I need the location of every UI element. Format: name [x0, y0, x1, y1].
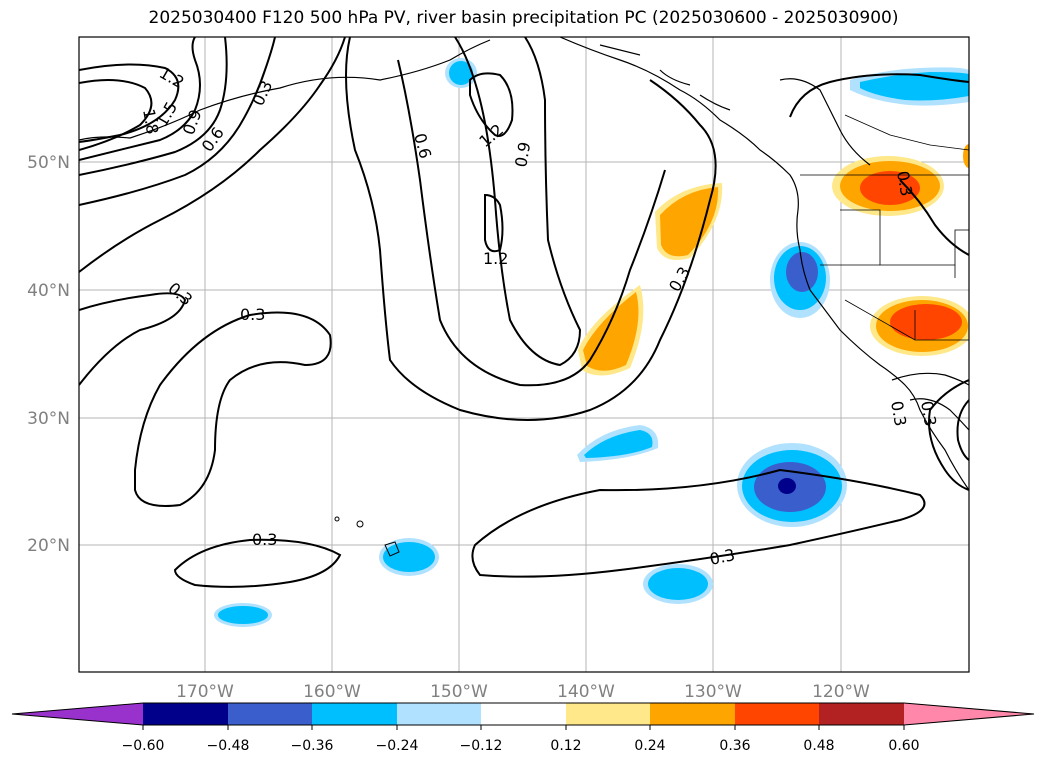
colorbar-segment: [819, 703, 904, 725]
lat-label-30n: 30°N: [27, 409, 70, 429]
colorbar-tick-label: −0.12: [460, 738, 503, 754]
figure-title: 2025030400 F120 500 hPa PV, river basin …: [148, 8, 899, 28]
shade-pnw-orange: [832, 144, 969, 216]
contour-label: 0.3: [917, 399, 940, 427]
coastlines: [79, 37, 969, 491]
lat-label-50n: 50°N: [27, 153, 70, 173]
map-frame: [78, 36, 970, 673]
contour-label: 0.3: [252, 530, 277, 549]
contour-label: 0.3: [708, 545, 737, 569]
colorbar-segment: [397, 703, 481, 725]
contour-label: 1.2: [483, 249, 508, 268]
colorbar-segment: [143, 703, 228, 725]
colorbar-tick-label: −0.60: [122, 738, 165, 754]
colorbar-tick-label: 0.24: [634, 738, 665, 754]
lon-label-140w: 140°W: [557, 682, 615, 702]
shade-offshore-orange-1: [655, 183, 723, 261]
colorbar-segment: [312, 703, 397, 725]
map-plot: 1.2 1.8 1.5 0.9 0.6 0.3 0.6 1.2 0.9 1.2 …: [79, 37, 969, 672]
pv-contours: [79, 37, 969, 588]
colorbar: −0.60 −0.48 −0.36 −0.24 −0.12 0.12 0.24 …: [11, 702, 1035, 754]
shade-southwest-orange: [870, 296, 969, 356]
lon-label-120w: 120°W: [812, 682, 870, 702]
contour-label: 0.3: [240, 305, 265, 324]
colorbar-ticks: [142, 725, 905, 730]
colorbar-tick-label: 0.36: [719, 738, 750, 754]
lon-labels: 170°W 160°W 150°W 140°W 130°W 120°W: [176, 682, 870, 702]
colorbar-tick-label: 0.60: [888, 738, 919, 754]
colorbar-segment: [228, 703, 312, 725]
shade-central-pacific-blue: [577, 425, 659, 462]
colorbar-tick-label: −0.24: [376, 738, 419, 754]
shade-west-blue: [214, 603, 272, 627]
shade-southeast-blue: [643, 564, 713, 604]
lon-label-130w: 130°W: [684, 682, 742, 702]
shade-subtropical-blue: [737, 443, 847, 527]
colorbar-tick-label: −0.48: [207, 738, 250, 754]
colorbar-tick-label: 0.12: [550, 738, 581, 754]
colorbar-tick-label: 0.48: [803, 738, 834, 754]
lon-label-160w: 160°W: [303, 682, 361, 702]
colorbar-arrow-high: [904, 703, 1034, 725]
precip-shading: [214, 58, 969, 627]
lat-labels: 50°N 40°N 30°N 20°N: [27, 153, 70, 556]
colorbar-segment: [735, 703, 819, 725]
contour-label: 1.8: [139, 107, 162, 135]
lat-label-40n: 40°N: [27, 281, 70, 301]
colorbar-segment: [650, 703, 735, 725]
lat-label-20n: 20°N: [27, 536, 70, 556]
colorbar-segment: [481, 703, 566, 725]
colorbar-segment: [566, 703, 650, 725]
contour-label: 0.3: [893, 169, 916, 197]
contour-label: 0.9: [511, 140, 534, 168]
state-borders: [800, 114, 969, 341]
lon-label-150w: 150°W: [430, 682, 488, 702]
hawaii-islands: [334, 516, 400, 557]
shade-hawaii-blue: [379, 538, 439, 576]
contour-label: 0.3: [887, 399, 910, 427]
colorbar-arrow-low: [12, 703, 143, 725]
lon-label-170w: 170°W: [176, 682, 234, 702]
colorbar-tick-label: −0.36: [291, 738, 334, 754]
